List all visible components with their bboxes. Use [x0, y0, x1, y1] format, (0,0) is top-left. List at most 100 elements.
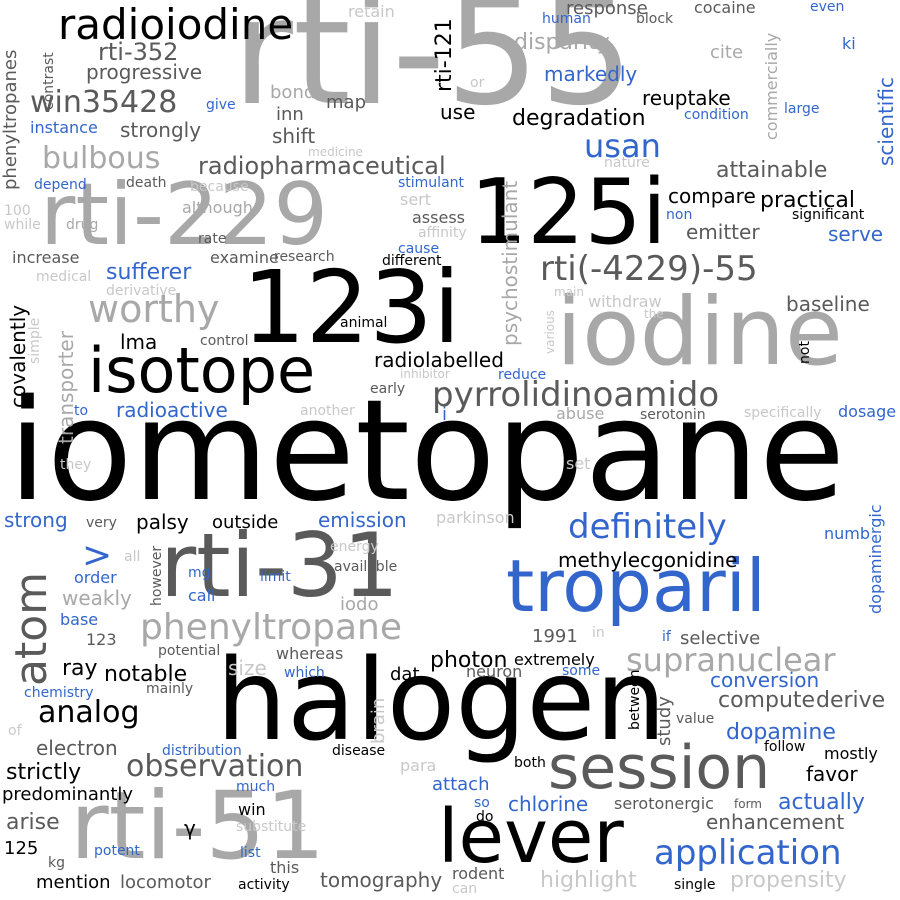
word-simple: simple: [27, 317, 43, 364]
word-shift: shift: [272, 124, 316, 148]
word-both: both: [514, 755, 546, 771]
word-iodine: iodine: [556, 278, 843, 387]
word-troparil: troparil: [506, 544, 766, 628]
word-disparity: disparity: [514, 30, 610, 55]
word-cause: cause: [398, 241, 440, 257]
word-list: list: [240, 845, 261, 861]
word-practical: practical: [760, 188, 856, 213]
word-propensity: propensity: [730, 868, 847, 893]
word-early: early: [370, 381, 406, 397]
word-animal: animal: [340, 315, 388, 331]
word-examine: examine: [210, 248, 279, 267]
word-rti-352: rti-352: [98, 38, 179, 66]
word-they: they: [60, 457, 92, 473]
word-locomotor: locomotor: [120, 872, 211, 893]
word-stimulant: stimulant: [398, 175, 465, 191]
word-give: give: [206, 97, 236, 113]
word-analog: analog: [38, 695, 140, 730]
word-radioactive: radioactive: [116, 398, 228, 422]
word-123: 123: [86, 630, 117, 649]
word-radiolabelled: radiolabelled: [374, 348, 504, 372]
word-125i: 125i: [470, 160, 667, 265]
word-nature: nature: [604, 155, 650, 171]
word-sert: sert: [400, 190, 432, 209]
word-ray: ray: [62, 656, 98, 681]
word-some: some: [562, 663, 601, 679]
word-strong: strong: [4, 508, 68, 532]
word-research: research: [274, 249, 335, 265]
word-dopaminergic: dopaminergic: [866, 504, 885, 614]
word-phenyltropane: phenyltropane: [140, 607, 402, 648]
word-observation: observation: [126, 749, 304, 784]
word-100: 100: [4, 203, 31, 219]
word-outside: outside: [212, 512, 279, 533]
word-set: set: [566, 454, 591, 473]
word-various: various: [543, 310, 557, 354]
word-drug: drug: [66, 217, 99, 233]
word-of: of: [8, 723, 22, 739]
word-rti-51: rti-51: [70, 772, 326, 881]
word-emission: emission: [318, 508, 407, 532]
word-large: large: [784, 101, 820, 117]
word-available: available: [334, 559, 398, 575]
word-form: form: [734, 797, 762, 811]
word-weakly: weakly: [62, 586, 132, 610]
word-rti-31: rti-31: [160, 514, 399, 617]
word-markedly: markedly: [544, 62, 638, 86]
word-definitely: definitely: [568, 507, 727, 547]
word-bulbous: bulbous: [42, 141, 161, 176]
word-call: call: [188, 586, 216, 605]
word-map: map: [326, 92, 366, 113]
word-ki: ki: [842, 34, 856, 53]
word-mainly: mainly: [146, 681, 194, 697]
word-conversion: conversion: [710, 668, 820, 692]
word-assess: assess: [412, 208, 465, 227]
word-block: block: [636, 11, 674, 27]
word-however: however: [149, 545, 165, 606]
word-mention: mention: [36, 872, 111, 893]
word-all: all: [124, 549, 141, 565]
word-size: size: [228, 656, 267, 680]
word-radioiodine: radioiodine: [58, 0, 294, 49]
word-use: use: [440, 100, 476, 124]
word-another: another: [300, 403, 355, 419]
word-because: because: [190, 179, 249, 195]
word-if: if: [662, 629, 671, 645]
word-baseline: baseline: [786, 292, 870, 316]
word-follow: follow: [764, 739, 806, 755]
word-increase: increase: [12, 248, 80, 267]
word-abuse: abuse: [556, 404, 605, 423]
word-win: win: [238, 800, 266, 819]
word-disease: disease: [332, 743, 386, 759]
word-gt: >: [82, 535, 113, 576]
word-bond: bond: [270, 82, 316, 103]
word-human: human: [542, 11, 591, 27]
word-halogen: halogen: [216, 636, 667, 766]
word-even: even: [810, 0, 845, 15]
word-dosage: dosage: [838, 402, 897, 421]
word-rti-121: rti-121: [432, 18, 457, 92]
word-although: although: [182, 198, 253, 217]
word-activity: activity: [238, 877, 290, 893]
word-arise: arise: [6, 810, 60, 835]
word-main: main: [554, 285, 584, 299]
word-control: control: [200, 333, 249, 349]
word-neuron: neuron: [466, 662, 523, 681]
word-palsy: palsy: [136, 510, 189, 534]
word-different: different: [382, 253, 442, 269]
word-supranuclear: supranuclear: [626, 641, 836, 679]
word-iometopane: iometopane: [8, 370, 846, 533]
word-125: 125: [4, 838, 39, 859]
word-commercially: commercially: [762, 32, 781, 140]
word-which: which: [284, 665, 325, 681]
word-rti-229: rti-229: [40, 165, 329, 265]
word-mostly: mostly: [824, 744, 878, 763]
word-application: application: [654, 833, 842, 873]
word-compare: compare: [668, 184, 756, 208]
word-methylecgonidine: methylecgonidine: [558, 548, 738, 572]
word-specifically: specifically: [744, 405, 822, 421]
word-rti-4229-55: rti(-4229)-55: [540, 249, 758, 289]
word-derive: derive: [816, 688, 886, 713]
word-selective: selective: [680, 628, 761, 649]
